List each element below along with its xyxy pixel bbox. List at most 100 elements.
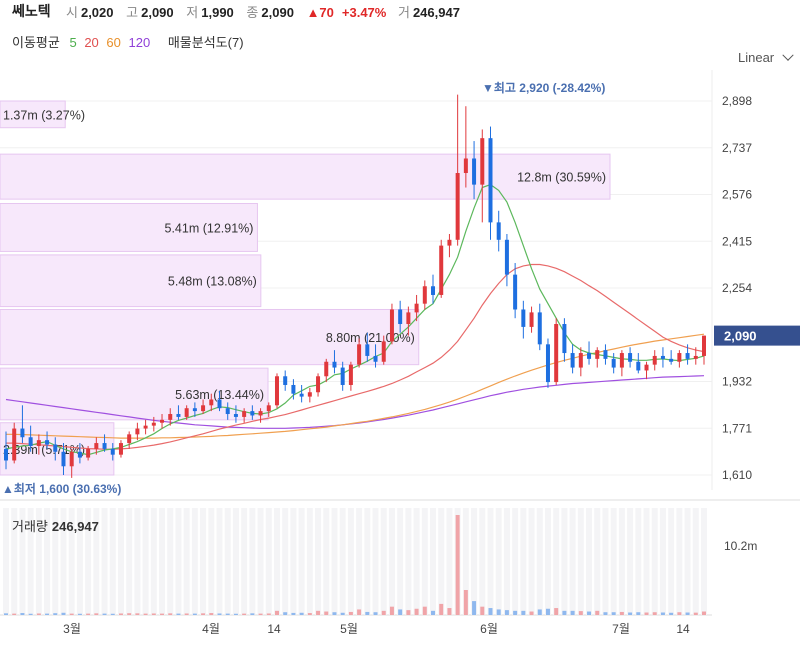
scale-dropdown[interactable]: Linear <box>738 49 794 65</box>
volume-column-bg <box>701 508 707 615</box>
volume-profile-bar <box>0 153 611 200</box>
volume-bar <box>160 613 165 615</box>
volume-column-bg <box>142 508 149 615</box>
volume-column-bg <box>315 508 322 615</box>
price-tick-label: 1,932 <box>722 375 752 389</box>
volume-bar <box>406 610 411 615</box>
volume-column-bg <box>356 508 363 615</box>
candle-body <box>570 353 575 368</box>
volume-bar <box>414 608 419 615</box>
volume-column-bg <box>586 508 593 615</box>
volume-bar <box>217 613 222 615</box>
volume-column-bg <box>659 508 666 615</box>
volume-bar <box>603 612 608 615</box>
candle-body <box>447 239 452 246</box>
volume-bar <box>53 613 58 615</box>
volume-bar <box>258 613 263 615</box>
time-tick-label: 14 <box>267 622 281 636</box>
candle-body <box>587 353 592 359</box>
price-tick-label: 1,610 <box>722 468 752 482</box>
volume-column-bg <box>438 508 445 615</box>
volume-bar <box>151 613 156 615</box>
volume-profile-label: 매물분석도(7) <box>167 35 244 50</box>
volume-bar <box>45 613 50 615</box>
candle-body <box>217 399 222 409</box>
volume-bar <box>660 612 665 615</box>
volume-profile-bar <box>0 203 258 252</box>
time-tick-label: 6월 <box>480 622 498 636</box>
volume-column-bg <box>68 508 75 615</box>
volume-column-bg <box>577 508 584 615</box>
candle-body <box>562 324 567 354</box>
candle-body <box>702 335 706 356</box>
volume-bar <box>168 613 173 615</box>
candle-body <box>414 303 419 313</box>
volume-column-bg <box>651 508 658 615</box>
current-price-tag <box>714 325 800 346</box>
candle-body <box>316 376 321 393</box>
volume-value: 246,947 <box>412 5 460 20</box>
candle-body <box>521 309 526 327</box>
high-label: 고 <box>126 5 139 20</box>
volume-bar <box>628 612 633 615</box>
volume-column-bg <box>175 508 182 615</box>
indicator-legend[interactable]: 이동평균 5 20 60 120 매물분석도(7) <box>12 32 250 51</box>
price-tick-label: 2,254 <box>722 281 752 295</box>
volume-bar <box>36 613 41 615</box>
candle-body <box>603 350 608 359</box>
candle-body <box>669 358 674 362</box>
candle-body <box>20 428 25 438</box>
volume-column-bg <box>117 508 124 615</box>
candle-body <box>61 451 66 467</box>
volume-bar <box>209 613 214 615</box>
volume-bar <box>348 611 353 615</box>
volume-bar <box>192 613 197 615</box>
volume-column-bg <box>618 508 625 615</box>
volume-bar <box>702 611 706 615</box>
candle-body <box>431 286 436 295</box>
candle-body <box>619 353 624 368</box>
current-price-label: 2,090 <box>724 329 757 344</box>
volume-bar <box>644 612 649 615</box>
volume-column-bg <box>528 508 535 615</box>
volume-column-bg <box>298 508 305 615</box>
candle-body <box>110 448 115 455</box>
volume-bar <box>184 613 189 615</box>
candle-body <box>307 392 312 397</box>
volume-profile-label: 5.41m (12.91%) <box>165 221 254 235</box>
volume-bar <box>340 612 345 615</box>
volume-column-bg <box>331 508 338 615</box>
time-tick-label: 7월 <box>612 622 630 636</box>
volume-bar <box>135 613 140 615</box>
candle-body <box>332 361 337 368</box>
volume-bar <box>463 590 468 615</box>
volume-bar <box>431 610 436 615</box>
volume-column-bg <box>282 508 289 615</box>
volume-column-bg <box>405 508 412 615</box>
volume-column-bg <box>44 508 51 615</box>
candle-body <box>118 443 123 455</box>
price-tick-label: 2,898 <box>722 94 752 108</box>
volume-column-bg <box>569 508 576 615</box>
volume-column-bg <box>388 508 395 615</box>
volume-bar <box>422 606 427 615</box>
volume-column-bg <box>495 508 502 615</box>
volume-bar <box>242 613 247 615</box>
volume-bar <box>299 612 304 615</box>
volume-column-bg <box>503 508 510 615</box>
volume-bar <box>201 613 206 615</box>
candlesticks <box>4 94 706 478</box>
volume-column-bg <box>191 508 198 615</box>
candle-body <box>455 173 460 240</box>
candle-body <box>373 355 378 362</box>
candle-body <box>36 440 41 446</box>
candle-body <box>340 367 345 385</box>
volume-column-bg <box>167 508 174 615</box>
volume-column-bg <box>561 508 568 615</box>
candle-body <box>299 393 304 397</box>
volume-column-bg <box>76 508 83 615</box>
volume-bar <box>570 610 575 615</box>
volume-column-bg <box>159 508 166 615</box>
volume-column-bg <box>19 508 26 615</box>
